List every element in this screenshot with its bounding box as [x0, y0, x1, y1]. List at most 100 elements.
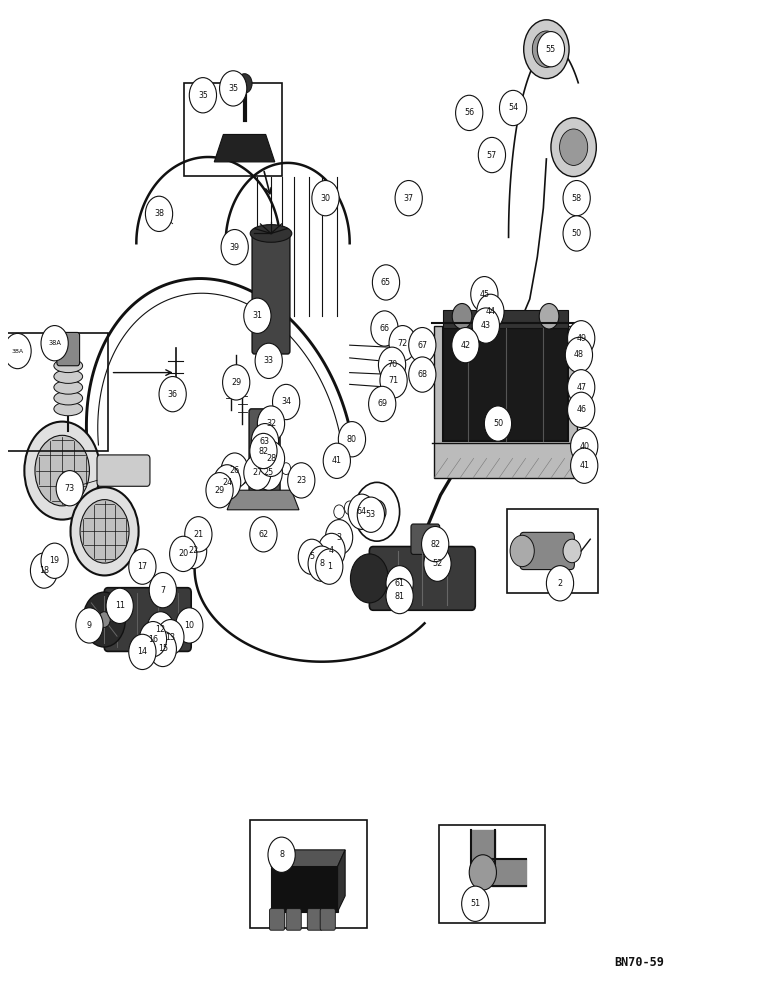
Circle shape — [422, 526, 449, 562]
Circle shape — [471, 277, 498, 312]
Circle shape — [76, 608, 103, 643]
Circle shape — [372, 265, 400, 300]
Circle shape — [408, 328, 436, 363]
Circle shape — [462, 886, 489, 921]
FancyBboxPatch shape — [57, 332, 80, 366]
Text: 17: 17 — [137, 562, 147, 571]
Circle shape — [395, 181, 422, 216]
Circle shape — [25, 422, 100, 520]
FancyBboxPatch shape — [443, 310, 568, 328]
Circle shape — [567, 370, 594, 405]
Text: 35: 35 — [198, 91, 208, 100]
Text: 11: 11 — [115, 601, 125, 610]
FancyBboxPatch shape — [97, 455, 150, 486]
Text: 31: 31 — [252, 311, 262, 320]
Ellipse shape — [54, 391, 83, 405]
Text: 18: 18 — [39, 566, 49, 575]
Circle shape — [252, 424, 279, 459]
Text: 66: 66 — [380, 324, 390, 333]
Text: 33: 33 — [264, 356, 274, 365]
Circle shape — [563, 216, 591, 251]
Text: 64: 64 — [357, 507, 367, 516]
Circle shape — [567, 321, 594, 356]
Circle shape — [567, 392, 594, 427]
Text: 52: 52 — [432, 559, 442, 568]
Circle shape — [380, 363, 407, 398]
Text: 40: 40 — [579, 442, 589, 451]
Circle shape — [352, 497, 363, 511]
Circle shape — [551, 118, 596, 177]
Circle shape — [571, 428, 598, 464]
Circle shape — [222, 365, 250, 400]
Circle shape — [547, 566, 574, 601]
Circle shape — [312, 181, 339, 216]
Text: BN70-59: BN70-59 — [615, 956, 665, 969]
Circle shape — [510, 535, 534, 567]
Polygon shape — [271, 850, 345, 867]
Circle shape — [326, 520, 353, 555]
Circle shape — [149, 631, 177, 667]
Circle shape — [477, 294, 504, 329]
Text: 27: 27 — [252, 468, 262, 477]
Circle shape — [537, 32, 564, 67]
Text: 24: 24 — [222, 478, 232, 487]
Circle shape — [348, 494, 375, 529]
Text: 56: 56 — [464, 108, 474, 117]
Circle shape — [129, 634, 156, 670]
Text: 38A: 38A — [12, 349, 24, 354]
Text: 15: 15 — [157, 644, 168, 653]
Text: 14: 14 — [137, 647, 147, 656]
Text: 45: 45 — [479, 290, 489, 299]
Circle shape — [484, 406, 512, 441]
Circle shape — [83, 592, 125, 647]
FancyBboxPatch shape — [320, 909, 335, 930]
Text: 71: 71 — [388, 376, 398, 385]
Text: 42: 42 — [460, 341, 470, 350]
Text: 32: 32 — [266, 419, 276, 428]
Circle shape — [378, 347, 405, 382]
Circle shape — [368, 386, 396, 422]
Ellipse shape — [54, 402, 83, 416]
Circle shape — [499, 90, 527, 126]
Circle shape — [214, 465, 241, 500]
Text: 38A: 38A — [48, 340, 61, 346]
Circle shape — [338, 422, 366, 457]
FancyBboxPatch shape — [520, 532, 574, 570]
Circle shape — [533, 31, 560, 67]
Circle shape — [560, 129, 587, 165]
Text: 10: 10 — [185, 621, 195, 630]
Text: 16: 16 — [148, 635, 158, 644]
Text: 70: 70 — [387, 360, 397, 369]
FancyBboxPatch shape — [369, 547, 476, 610]
Text: 9: 9 — [87, 621, 92, 630]
Circle shape — [179, 533, 207, 569]
Text: 30: 30 — [320, 194, 330, 203]
Text: 46: 46 — [576, 405, 586, 414]
Text: 4: 4 — [329, 546, 334, 555]
Text: 34: 34 — [281, 397, 291, 406]
Text: 50: 50 — [493, 419, 503, 428]
FancyBboxPatch shape — [249, 409, 280, 493]
Text: 38: 38 — [154, 209, 164, 218]
Circle shape — [147, 612, 174, 647]
Text: 47: 47 — [576, 383, 586, 392]
Circle shape — [185, 517, 212, 552]
FancyBboxPatch shape — [269, 909, 285, 930]
Text: 63: 63 — [260, 437, 270, 446]
Text: 67: 67 — [417, 341, 428, 350]
Text: 58: 58 — [571, 194, 582, 203]
Circle shape — [255, 455, 283, 490]
Text: 51: 51 — [470, 899, 480, 908]
Text: 80: 80 — [347, 435, 357, 444]
Circle shape — [344, 501, 355, 515]
FancyBboxPatch shape — [307, 909, 323, 930]
Text: 19: 19 — [49, 556, 59, 565]
Circle shape — [367, 500, 386, 524]
Circle shape — [298, 539, 326, 574]
Text: 20: 20 — [178, 549, 188, 558]
Text: 41: 41 — [332, 456, 342, 465]
Text: 29: 29 — [231, 378, 242, 387]
Ellipse shape — [54, 370, 83, 383]
Circle shape — [273, 384, 300, 420]
Circle shape — [257, 441, 285, 476]
